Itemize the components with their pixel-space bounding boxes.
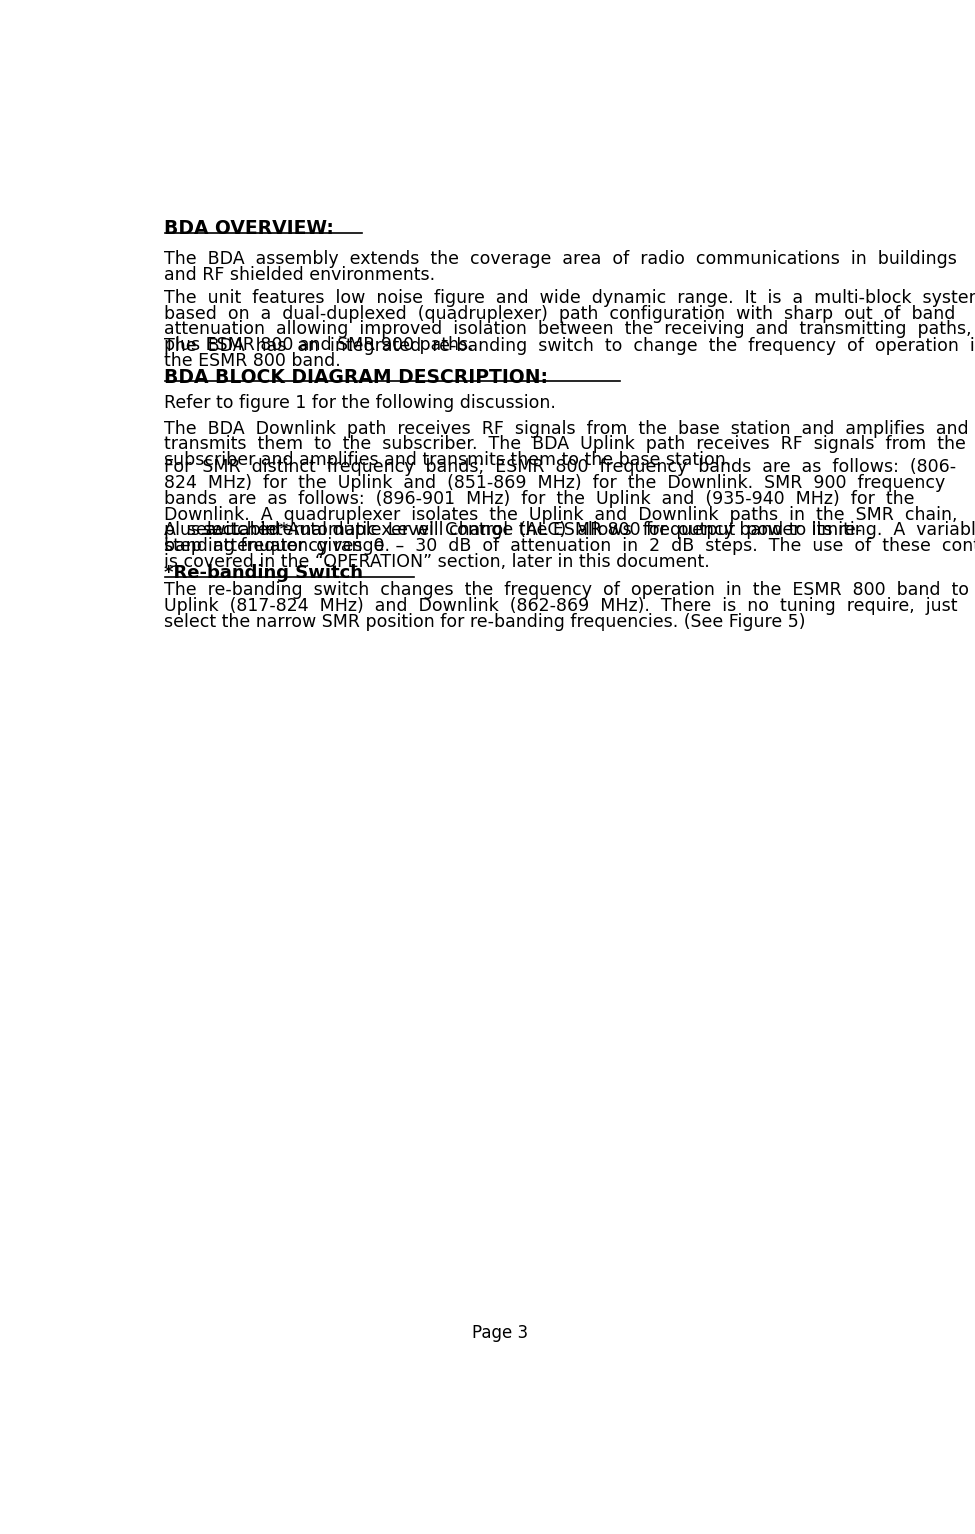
- Text: select the narrow SMR position for re-banding frequencies. (See Figure 5): select the narrow SMR position for re-ba…: [165, 614, 806, 630]
- Text: bands  are  as  follows:  (896-901  MHz)  for  the  Uplink  and  (935-940  MHz) : bands are as follows: (896-901 MHz) for …: [165, 489, 915, 508]
- Text: A  selectable  Automatic  Level  Control  (ALC)  allows  for  output  power  lim: A selectable Automatic Level Control (AL…: [165, 522, 975, 540]
- Text: 824  MHz)  for  the  Uplink  and  (851-869  MHz)  for  the  Downlink.  SMR  900 : 824 MHz) for the Uplink and (851-869 MHz…: [165, 474, 946, 492]
- Text: BDA OVERVIEW:: BDA OVERVIEW:: [165, 219, 334, 238]
- Text: internal duplexer will change the ESMR 800 frequency band to its re-: internal duplexer will change the ESMR 8…: [250, 522, 863, 540]
- Text: Refer to figure 1 for the following discussion.: Refer to figure 1 for the following disc…: [165, 394, 557, 411]
- Text: The  unit  features  low  noise  figure  and  wide  dynamic  range.  It  is  a  : The unit features low noise figure and w…: [165, 288, 975, 307]
- Text: banding frequency range.: banding frequency range.: [165, 537, 391, 555]
- Text: the ESMR 800 band.: the ESMR 800 band.: [165, 353, 341, 370]
- Text: *Re-banding Switch: *Re-banding Switch: [165, 565, 364, 583]
- Text: For  SMR  distinct  frequency  bands;  ESMR  800  frequency  bands  are  as  fol: For SMR distinct frequency bands; ESMR 8…: [165, 459, 956, 476]
- Text: and RF shielded environments.: and RF shielded environments.: [165, 265, 436, 284]
- Text: step  attenuator  gives  0  –  30  dB  of  attenuation  in  2  dB  steps.  The  : step attenuator gives 0 – 30 dB of atten…: [165, 537, 975, 555]
- Text: Uplink  (817-824  MHz)  and  Downlink  (862-869  MHz).  There  is  no  tuning  r: Uplink (817-824 MHz) and Downlink (862-8…: [165, 597, 958, 615]
- Text: The  BDA  Downlink  path  receives  RF  signals  from  the  base  station  and  : The BDA Downlink path receives RF signal…: [165, 420, 969, 437]
- Text: subscriber and amplifies and transmits them to the base station.: subscriber and amplifies and transmits t…: [165, 451, 732, 469]
- Text: based  on  a  dual-duplexed  (quadruplexer)  path  configuration  with  sharp  o: based on a dual-duplexed (quadruplexer) …: [165, 305, 955, 322]
- Text: plus a: plus a: [165, 522, 222, 540]
- Text: The  BDA  has  an  integrated  re-banding  switch  to  change  the  frequency  o: The BDA has an integrated re-banding swi…: [165, 336, 975, 354]
- Text: Page 3: Page 3: [472, 1324, 527, 1342]
- Text: Downlink.  A  quadruplexer  isolates  the  Uplink  and  Downlink  paths  in  the: Downlink. A quadruplexer isolates the Up…: [165, 506, 958, 523]
- Text: transmits  them  to  the  subscriber.  The  BDA  Uplink  path  receives  RF  sig: transmits them to the subscriber. The BD…: [165, 436, 966, 454]
- Text: BDA BLOCK DIAGRAM DESCRIPTION:: BDA BLOCK DIAGRAM DESCRIPTION:: [165, 368, 549, 387]
- Text: is covered in the “OPERATION” section, later in this document.: is covered in the “OPERATION” section, l…: [165, 552, 710, 571]
- Text: plus ESMR 800 and SMR 900 paths.: plus ESMR 800 and SMR 900 paths.: [165, 336, 474, 354]
- Text: The  BDA  assembly  extends  the  coverage  area  of  radio  communications  in : The BDA assembly extends the coverage ar…: [165, 250, 957, 268]
- Text: switched*: switched*: [202, 522, 288, 540]
- Text: attenuation  allowing  improved  isolation  between  the  receiving  and  transm: attenuation allowing improved isolation …: [165, 321, 972, 339]
- Text: The  re-banding  switch  changes  the  frequency  of  operation  in  the  ESMR  : The re-banding switch changes the freque…: [165, 581, 969, 600]
